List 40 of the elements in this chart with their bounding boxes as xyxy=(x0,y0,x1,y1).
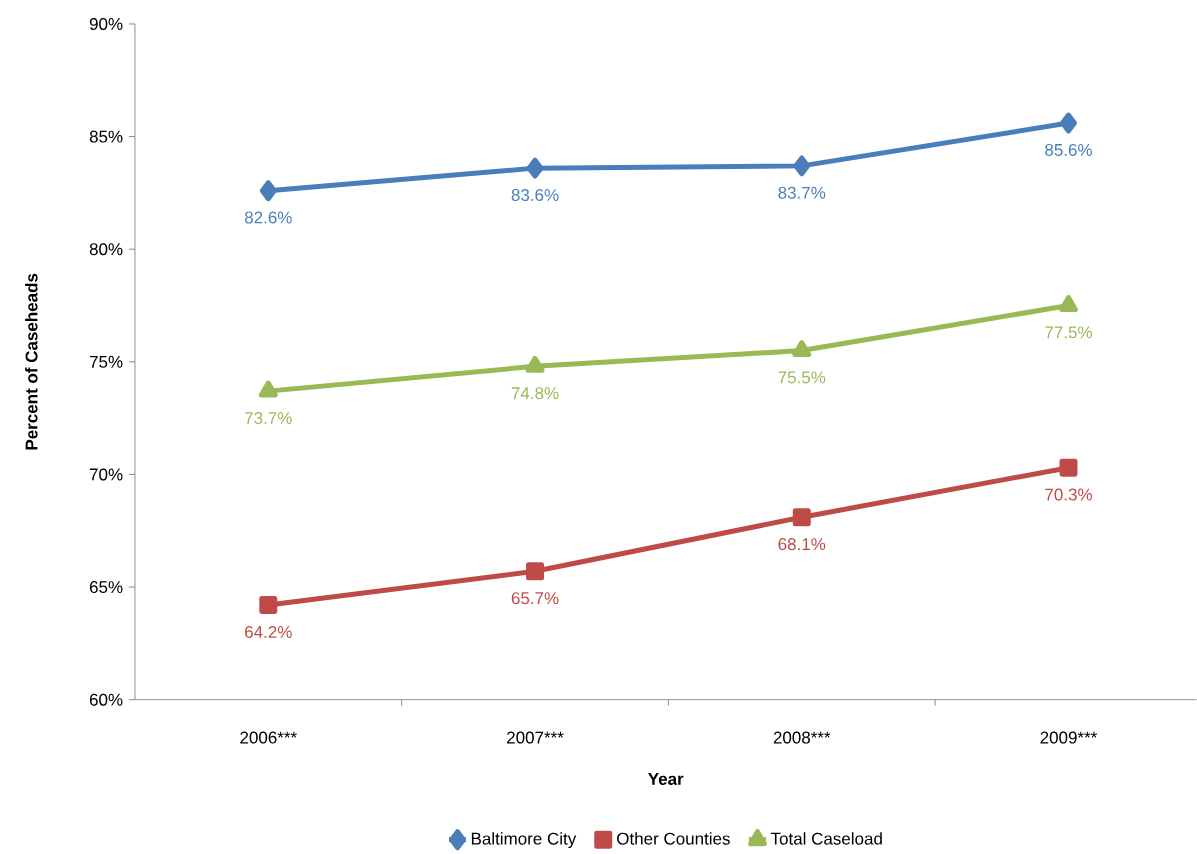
point xyxy=(259,180,277,202)
point xyxy=(792,508,811,527)
y-tick-label: 75% xyxy=(89,356,123,368)
x-tick-label: 2006*** xyxy=(240,731,297,744)
point xyxy=(525,356,545,374)
data-label: 74.8% xyxy=(511,387,559,400)
point xyxy=(259,596,278,615)
point xyxy=(1059,295,1078,313)
x-tick-label: 2007*** xyxy=(507,731,564,744)
point xyxy=(793,155,811,177)
y-tick-label: 80% xyxy=(89,243,123,256)
data-label: 77.5% xyxy=(1045,326,1092,339)
legend-label: Total Caseload xyxy=(770,832,882,845)
legend-label: Baltimore City xyxy=(471,832,577,849)
x-tick-label: 2008*** xyxy=(773,731,831,744)
point xyxy=(1059,458,1078,477)
point xyxy=(258,380,278,398)
data-label: 68.1% xyxy=(778,538,826,551)
data-label: 64.2% xyxy=(245,626,292,639)
y-tick-label: 90% xyxy=(89,18,123,31)
y-tick-label: 70% xyxy=(89,468,123,481)
data-label: 83.6% xyxy=(511,189,559,202)
legend-label: Other Counties xyxy=(617,832,730,845)
data-label: 85.6% xyxy=(1045,144,1092,157)
y-axis-title: Percent of Caseheads xyxy=(25,273,38,450)
x-tick-label: 2009*** xyxy=(1040,731,1098,744)
data-label: 75.5% xyxy=(778,371,826,384)
point xyxy=(526,562,545,581)
y-tick-label: 85% xyxy=(89,130,123,143)
data-label: 73.7% xyxy=(245,412,292,425)
data-label: 65.7% xyxy=(511,592,559,605)
point xyxy=(1059,112,1077,134)
x-axis-title: Year xyxy=(648,773,684,786)
point xyxy=(526,157,544,179)
data-label: 70.3% xyxy=(1045,488,1092,501)
y-tick-label: 60% xyxy=(89,693,123,706)
point xyxy=(792,340,812,358)
data-label: 83.7% xyxy=(778,186,826,199)
y-tick-label: 65% xyxy=(89,581,123,594)
data-label: 82.6% xyxy=(244,211,292,224)
